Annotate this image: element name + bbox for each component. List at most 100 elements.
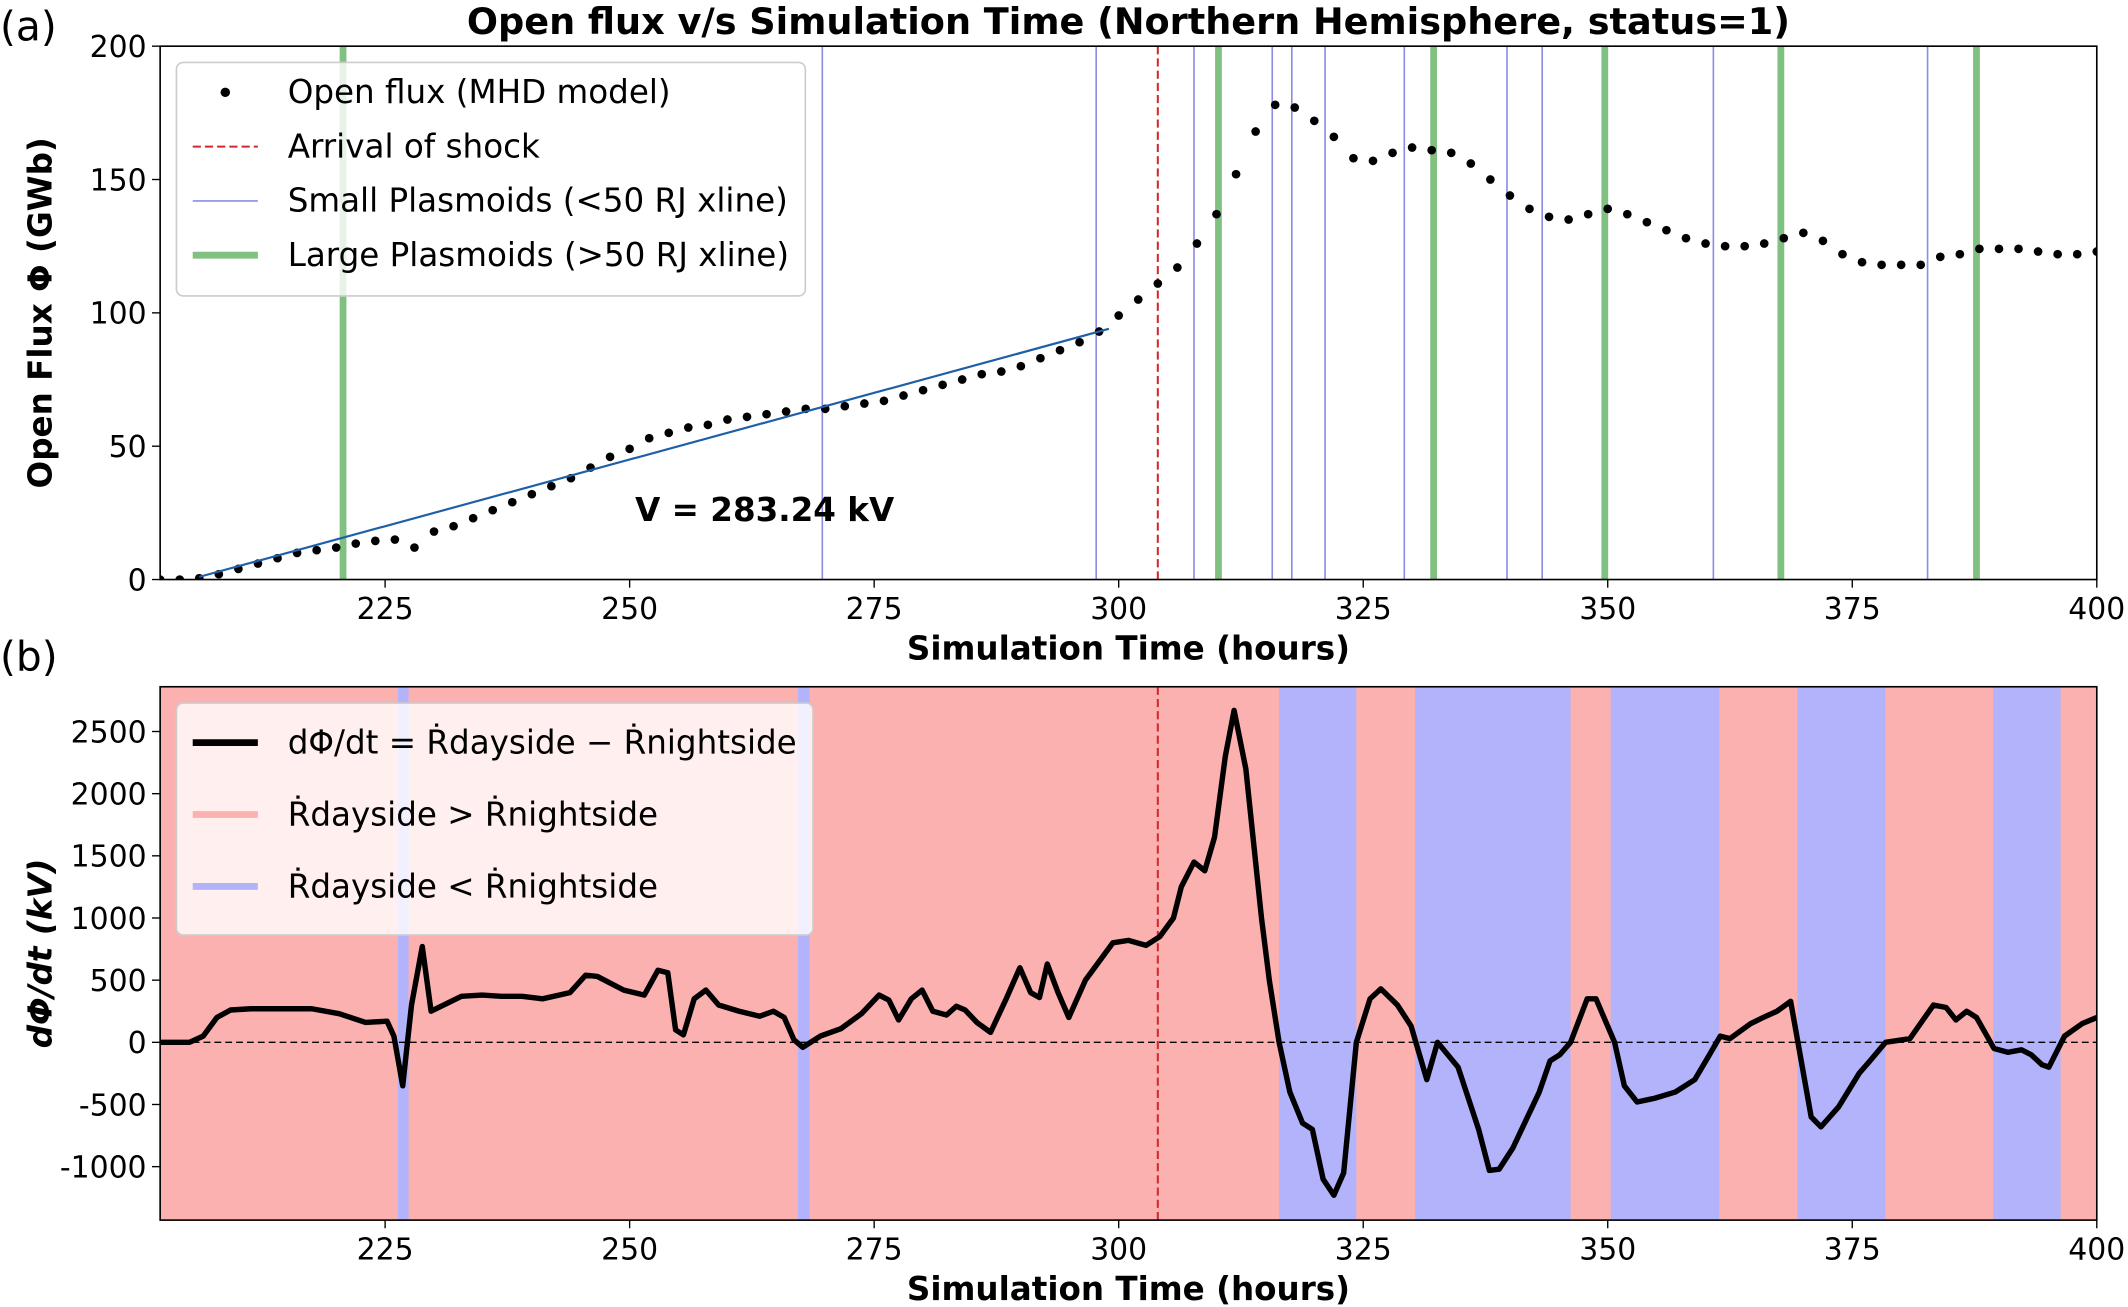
data-point [1505, 191, 1515, 200]
data-point [1016, 361, 1026, 371]
data-point [1388, 148, 1397, 158]
data-point [957, 375, 967, 384]
legend-label: Arrival of shock [288, 127, 540, 165]
y-tick-label: 0 [128, 563, 147, 598]
y-tick-label: 2000 [71, 778, 147, 813]
x-tick-label: 350 [1579, 592, 1636, 627]
y-tick-label: -1000 [60, 1151, 147, 1186]
data-point [1544, 212, 1554, 222]
legend-label: dΦ/dt = Ṙdayside − Ṙnightside [288, 723, 797, 761]
x-tick-label: 325 [1335, 1232, 1392, 1267]
data-point [1290, 103, 1300, 112]
data-point [527, 489, 537, 499]
data-point [370, 536, 380, 546]
legend-label: Large Plasmoids (>50 RJ xline) [288, 236, 789, 274]
data-point [1857, 257, 1867, 267]
data-point [1759, 239, 1769, 248]
data-point [605, 452, 615, 462]
x-axis-label: Simulation Time (hours) [907, 630, 1350, 668]
data-point [1251, 127, 1260, 136]
data-point [429, 527, 439, 536]
data-point [683, 423, 693, 432]
x-tick-label: 300 [1090, 1232, 1147, 1267]
y-tick-label: 1500 [71, 840, 147, 875]
data-point [1662, 225, 1671, 235]
legend: dΦ/dt = Ṙdayside − Ṙnightside Ṙdayside > … [175, 702, 814, 936]
data-point [664, 428, 674, 438]
legend-label: Ṙdayside < Ṙnightside [288, 867, 658, 905]
y-tick-label: 150 [90, 163, 147, 198]
data-point [1603, 204, 1613, 214]
data-point [175, 575, 185, 580]
x-tick-label: 275 [846, 592, 903, 627]
data-point [840, 401, 850, 411]
data-point [1114, 311, 1124, 320]
x-tick-label: 225 [357, 1232, 414, 1267]
data-point [1055, 345, 1065, 355]
x-tick-label: 375 [1824, 592, 1881, 627]
panel-label: (a) [0, 3, 57, 51]
data-point [1583, 209, 1593, 219]
y-axis-label: dΦ/dt (kV) [22, 859, 60, 1049]
data-point [2072, 249, 2082, 259]
data-point [1896, 260, 1906, 270]
data-point [918, 385, 928, 395]
x-tick-label: 375 [1824, 1232, 1881, 1267]
data-point [2014, 244, 2023, 254]
data-point [1975, 244, 1984, 254]
data-point [160, 575, 165, 580]
data-point [1153, 279, 1163, 288]
span [1610, 686, 1720, 1221]
legend-label: Small Plasmoids (<50 RJ xline) [288, 182, 788, 220]
data-point [1779, 233, 1789, 243]
y-tick-label: 2500 [71, 715, 147, 750]
data-point [899, 391, 908, 400]
data-point [1368, 156, 1378, 166]
annotation: V = 283.24 kV [635, 491, 895, 529]
data-point [1036, 353, 1045, 363]
data-point [507, 497, 517, 507]
data-point [1427, 145, 1437, 155]
data-point [1173, 263, 1182, 272]
data-point [547, 481, 556, 491]
data-point [1133, 295, 1143, 304]
data-point [1446, 148, 1456, 158]
legend-box [175, 702, 814, 936]
fit-line [198, 327, 1110, 578]
span [1415, 686, 1571, 1221]
legend: Open flux (MHD model) Arrival of shock Sma… [175, 61, 807, 297]
data-point [312, 545, 321, 555]
x-tick-label: 400 [2068, 592, 2125, 627]
legend-box [175, 61, 807, 297]
data-point [762, 409, 771, 419]
data-point [1622, 209, 1632, 219]
data-point [1740, 241, 1750, 251]
data-point [410, 543, 419, 552]
data-point [1994, 244, 2004, 254]
data-point [468, 513, 478, 523]
data-point [1192, 239, 1202, 248]
span [797, 686, 810, 1221]
data-point [703, 420, 713, 430]
data-point [1309, 116, 1319, 126]
data-point [1075, 337, 1084, 347]
data-point [1349, 153, 1358, 163]
data-point [488, 505, 498, 515]
data-point [625, 444, 634, 454]
data-point [1525, 204, 1534, 214]
data-point [1564, 215, 1573, 224]
span [1797, 686, 1886, 1221]
span [397, 686, 409, 1221]
x-tick-label: 250 [601, 592, 658, 627]
data-point [1329, 132, 1339, 142]
data-point [449, 521, 458, 531]
x-axis-label: Simulation Time (hours) [907, 1270, 1350, 1307]
x-tick-label: 350 [1579, 1232, 1636, 1267]
y-axis-label: Open Flux Φ (GWb) [22, 137, 60, 488]
data-point [723, 415, 732, 424]
span [1993, 686, 2061, 1221]
data-point [2033, 247, 2043, 256]
data-line [160, 707, 2097, 1198]
data-point [644, 433, 654, 443]
data-point [1486, 175, 1495, 184]
